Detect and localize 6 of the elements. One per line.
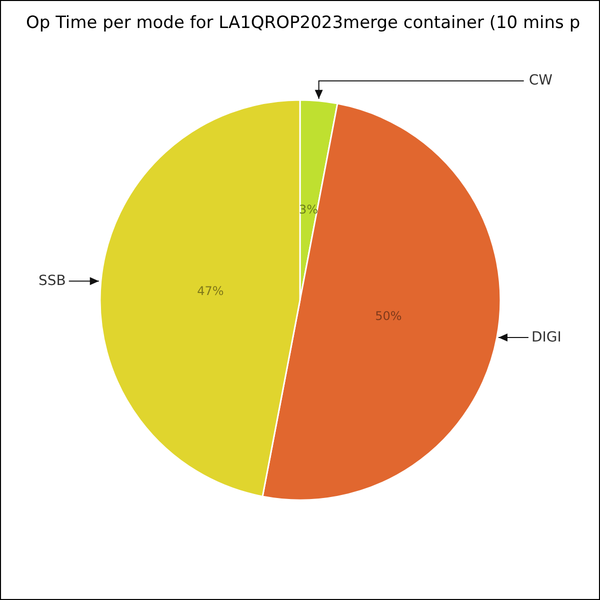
chart-title: Op Time per mode for LA1QROP2023merge container (10 mins p — [26, 13, 580, 33]
slice-label: CW — [528, 72, 553, 89]
slice-label: DIGI — [531, 329, 562, 346]
data-label: 50% — [375, 309, 402, 324]
data-label: 47% — [197, 284, 224, 298]
slice-label: SSB — [38, 273, 66, 290]
